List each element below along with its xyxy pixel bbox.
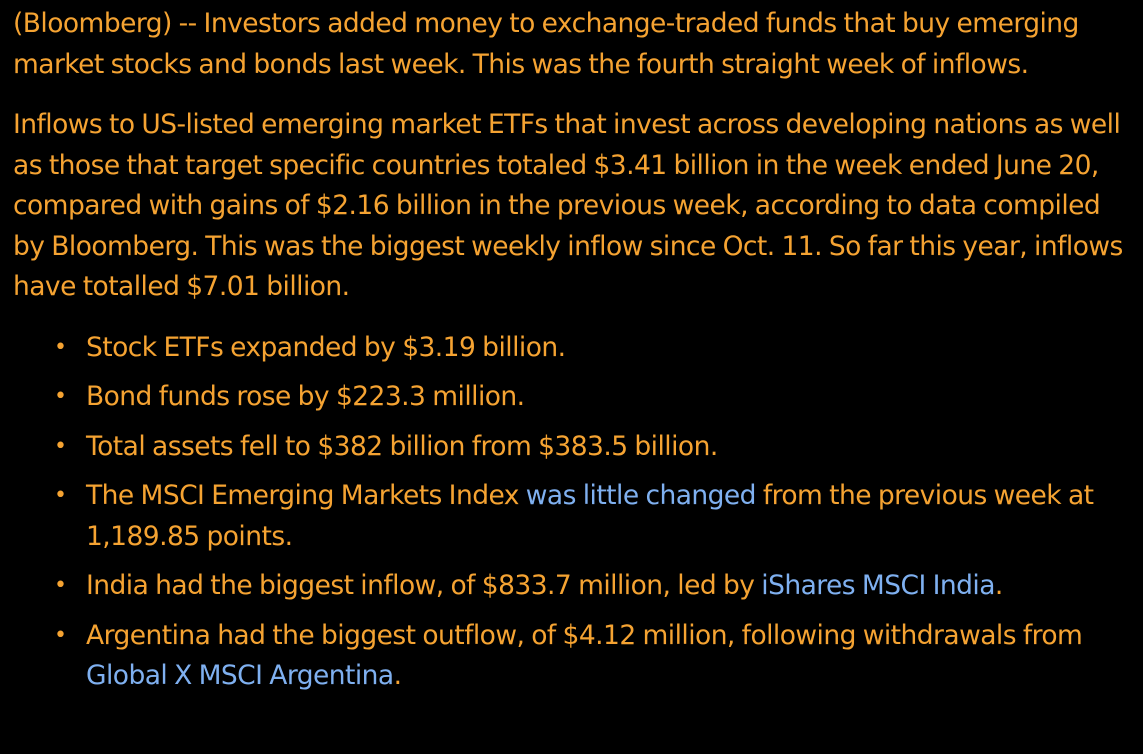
news-article: (Bloomberg) -- Investors added money to … — [13, 4, 1138, 706]
list-item: • Bond funds rose by $223.3 million. — [54, 377, 1138, 418]
bullet-icon: • — [54, 334, 67, 360]
bullet-text-before: The MSCI Emerging Markets Index — [86, 480, 526, 511]
ishares-msci-india-link[interactable]: iShares MSCI India — [761, 570, 995, 601]
bullet-text-after: from the previous week at 1,189.85 point… — [86, 480, 1094, 552]
list-item: • Total assets fell to $382 billion from… — [54, 427, 1138, 468]
bullet-icon: • — [54, 573, 67, 598]
bullet-icon: • — [54, 433, 67, 459]
intro-paragraph: (Bloomberg) -- Investors added money to … — [13, 8, 1079, 80]
list-item: • Stock ETFs expanded by $3.19 billion. — [54, 328, 1138, 369]
list-item: • The MSCI Emerging Markets Index was li… — [54, 476, 1138, 557]
global-x-msci-argentina-link[interactable]: Global X MSCI Argentina — [86, 660, 394, 691]
bullet-list: • Stock ETFs expanded by $3.19 billion. … — [13, 328, 1138, 697]
little-changed-link[interactable]: was little changed — [525, 480, 757, 511]
bullet-text: Total assets fell to $382 billion from $… — [86, 430, 718, 462]
inflows-paragraph: Inflows to US-listed emerging market ETF… — [13, 109, 1123, 302]
bullet-text-after: . — [393, 660, 402, 691]
list-item: • India had the biggest inflow, of $833.… — [54, 566, 1138, 607]
bullet-text-before: India had the biggest inflow, of $833.7 … — [86, 570, 762, 601]
bullet-text-before: Argentina had the biggest outflow, of $4… — [86, 619, 1083, 651]
bullet-icon: • — [54, 483, 67, 508]
bullet-icon: • — [54, 384, 67, 409]
list-item: • Argentina had the biggest outflow, of … — [54, 616, 1138, 697]
bullet-text-after: . — [994, 570, 1003, 601]
bullet-icon: • — [54, 622, 67, 648]
bullet-text: Bond funds rose by $223.3 million. — [86, 381, 525, 412]
bullet-text: Stock ETFs expanded by $3.19 billion. — [86, 331, 566, 363]
